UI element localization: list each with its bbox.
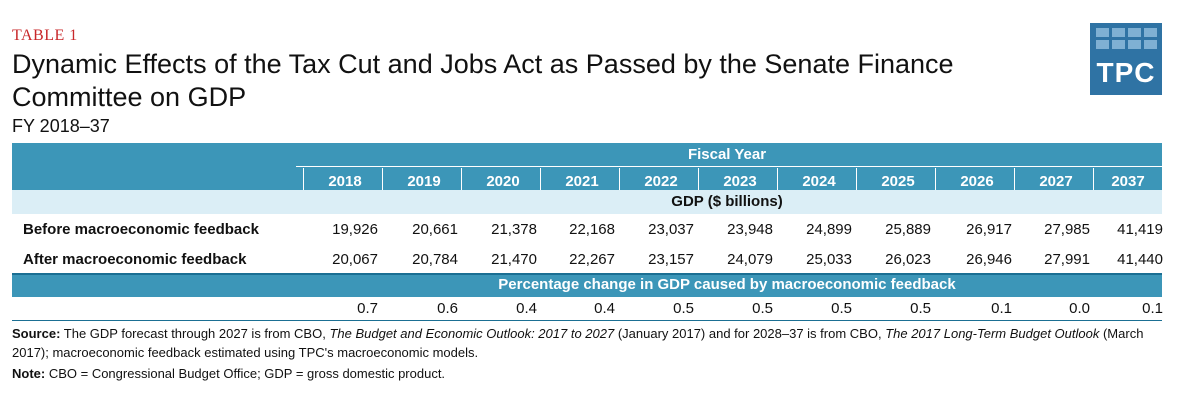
note-label: Note: [12,366,46,381]
pct-cell: 0.5 [752,300,773,317]
table-cell: 20,661 [412,221,458,238]
year-header-2024: 2024 [802,173,836,190]
logo-text: TPC [1096,57,1156,88]
column-separator [856,168,857,190]
pct-cell: 0.0 [1069,300,1090,317]
source-text-1: The GDP forecast through 2027 is from CB… [60,326,330,341]
column-separator [540,168,541,190]
row-label: After macroeconomic feedback [23,251,247,268]
column-separator [1093,168,1094,190]
source-title-1: The Budget and Economic Outlook: 2017 to… [329,326,615,341]
source-text-3: (March 2017); macroeconomic feedback est… [12,326,1144,360]
table-cell: 22,267 [569,251,615,268]
table-cell: 20,784 [412,251,458,268]
year-header-2037: 2037 [1111,173,1145,190]
pct-cell: 0.5 [673,300,694,317]
abbreviation-note: Note: CBO = Congressional Budget Office;… [12,364,1172,383]
source-label: Source: [12,326,61,341]
table-cell: 25,033 [806,251,852,268]
table-cell: 27,985 [1044,221,1090,238]
pct-cell: 0.5 [831,300,852,317]
table-bottom-rule [12,320,1162,321]
table-cell: 24,899 [806,221,852,238]
column-separator [303,168,304,190]
table-cell: 20,067 [332,251,378,268]
table-cell: 23,948 [727,221,773,238]
table-cell: 21,470 [491,251,537,268]
year-header-2018: 2018 [328,173,362,190]
pct-cell: 0.6 [437,300,458,317]
table-cell: 26,917 [966,221,1012,238]
column-separator [619,168,620,190]
column-separator [1014,168,1015,190]
tpc-logo: TPC [1090,23,1162,95]
gdp-section-label: GDP ($ billions) [671,193,783,210]
column-separator [698,168,699,190]
logo-grid-icon [1096,28,1157,49]
table-cell: 23,037 [648,221,694,238]
year-header-2027: 2027 [1039,173,1073,190]
pct-cell: 0.4 [516,300,537,317]
column-separator [935,168,936,190]
year-header-2025: 2025 [881,173,915,190]
table-cell: 41,419 [1117,221,1163,238]
table-rule [12,273,1162,275]
fiscal-year-header: Fiscal Year [687,146,767,163]
pct-cell: 0.4 [594,300,615,317]
table-cell: 24,079 [727,251,773,268]
table-cell: 27,991 [1044,251,1090,268]
pct-cell: 0.7 [357,300,378,317]
pct-cell: 0.5 [910,300,931,317]
table-cell: 23,157 [648,251,694,268]
page-subtitle: FY 2018–37 [12,116,110,136]
year-header-2019: 2019 [407,173,441,190]
pct-section-band [12,275,1162,297]
pct-section-label: Percentage change in GDP caused by macro… [498,276,956,293]
source-title-2: The 2017 Long-Term Budget Outlook [885,326,1100,341]
pct-cell: 0.1 [991,300,1012,317]
table-label: TABLE 1 [12,27,78,44]
row-label: Before macroeconomic feedback [23,221,259,238]
source-text-2: (January 2017) and for 2028–37 is from C… [614,326,886,341]
page-title: Dynamic Effects of the Tax Cut and Jobs … [12,49,954,112]
table-cell: 26,946 [966,251,1012,268]
fiscal-year-underline [296,166,1162,167]
year-header-2021: 2021 [565,173,599,190]
year-header-2022: 2022 [644,173,678,190]
gdp-section-band [12,190,1162,214]
table-cell: 19,926 [332,221,378,238]
table-cell: 22,168 [569,221,615,238]
note-text: CBO = Congressional Budget Office; GDP =… [45,366,446,381]
column-separator [382,168,383,190]
source-note: Source: The GDP forecast through 2027 is… [12,324,1172,362]
table-cell: 21,378 [491,221,537,238]
column-separator [777,168,778,190]
pct-cell: 0.1 [1142,300,1163,317]
year-header-2026: 2026 [960,173,994,190]
year-header-2020: 2020 [486,173,520,190]
year-header-2023: 2023 [723,173,757,190]
table-cell: 41,440 [1117,251,1163,268]
table-cell: 25,889 [885,221,931,238]
column-separator [461,168,462,190]
table-cell: 26,023 [885,251,931,268]
